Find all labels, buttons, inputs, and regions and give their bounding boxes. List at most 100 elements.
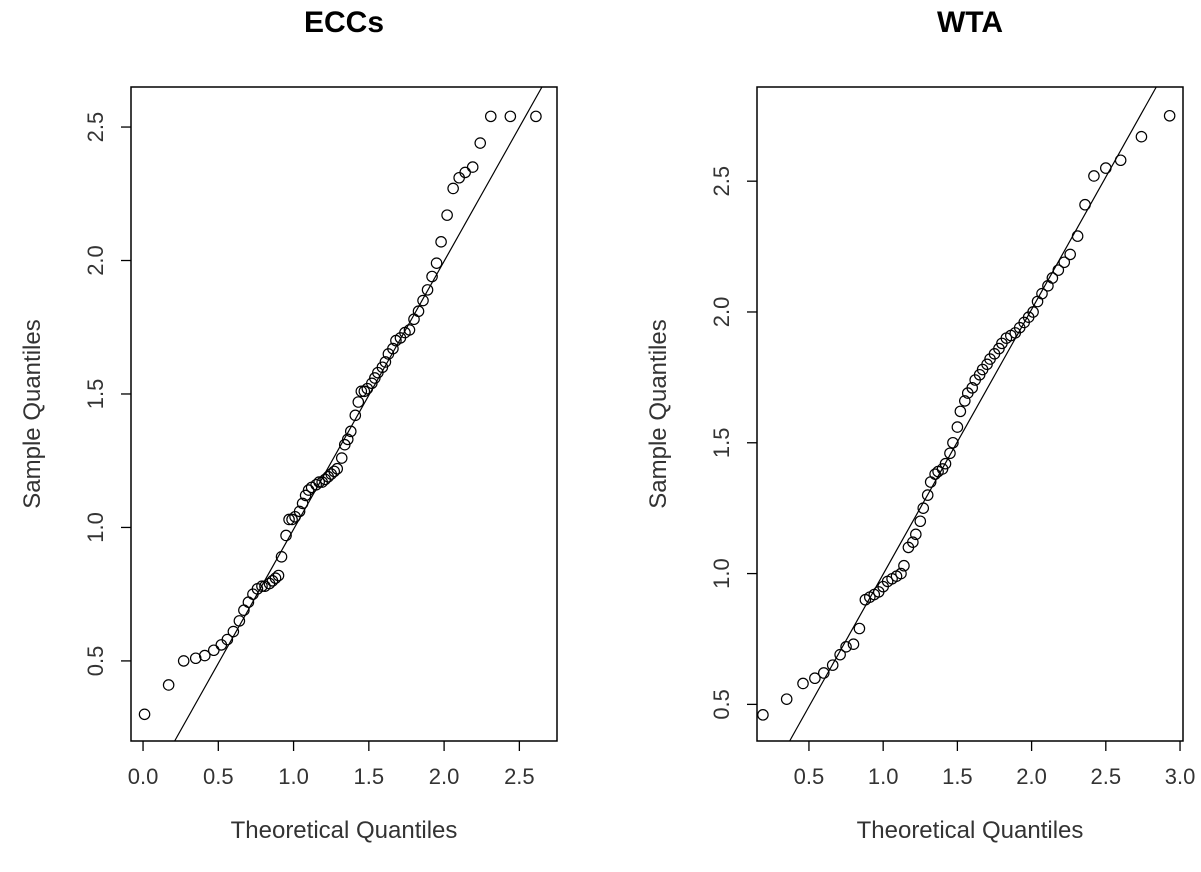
data-point <box>1058 256 1071 269</box>
qq-panel-wta: WTA Theoretical Quantiles Sample Quantil… <box>645 6 1195 844</box>
data-point <box>966 382 979 394</box>
data-point <box>275 551 288 563</box>
x-axis-label: Theoretical Quantiles <box>231 817 458 844</box>
data-points <box>757 109 1176 721</box>
data-point <box>898 559 910 572</box>
y-axis-ticks: 0.5 1.0 1.5 2.0 2.5 <box>709 166 757 720</box>
data-point <box>780 693 793 705</box>
x-tick-label: 1.0 <box>278 764 309 789</box>
data-point <box>917 502 930 514</box>
data-point <box>331 462 344 475</box>
data-point <box>215 639 228 651</box>
data-point <box>1027 306 1039 318</box>
data-point <box>1088 170 1100 182</box>
data-point <box>1079 198 1091 211</box>
data-point <box>322 470 334 483</box>
data-point <box>162 679 175 691</box>
data-point <box>272 569 285 582</box>
data-point <box>757 709 769 721</box>
data-point <box>1052 264 1065 276</box>
data-point <box>1071 230 1084 242</box>
data-point <box>296 497 309 510</box>
data-point <box>227 625 240 638</box>
x-tick-label: 0.0 <box>128 764 159 789</box>
y-tick-label: 1.5 <box>709 427 734 458</box>
reference-line-group <box>789 86 1157 742</box>
x-tick-label: 2.5 <box>1091 764 1122 789</box>
data-point <box>474 137 487 149</box>
data-point <box>358 385 371 398</box>
x-axis-ticks: 0.0 0.5 1.0 1.5 2.0 2.5 <box>128 741 535 789</box>
y-axis-ticks: 0.5 1.0 1.5 2.0 2.5 <box>83 112 131 676</box>
data-point <box>817 667 830 679</box>
data-point <box>426 270 438 283</box>
data-point <box>256 580 268 592</box>
data-point <box>840 641 852 653</box>
data-point <box>198 649 211 662</box>
data-point <box>954 405 967 418</box>
x-axis-label: Theoretical Quantiles <box>857 817 1084 844</box>
data-point <box>826 659 839 671</box>
plot-frame <box>130 86 558 742</box>
data-point <box>177 655 190 667</box>
data-point <box>221 633 234 646</box>
data-point <box>352 396 365 408</box>
data-point <box>403 324 416 336</box>
qq-panel-eccs: ECCs Theoretical Quantiles Sample Quanti… <box>19 6 558 844</box>
data-point <box>907 536 919 548</box>
data-point <box>417 294 429 307</box>
reference-line-group <box>174 86 543 742</box>
y-tick-label: 2.5 <box>709 166 734 197</box>
data-point <box>1046 272 1059 284</box>
chart-title: ECCs <box>304 6 384 39</box>
data-point <box>1114 154 1127 167</box>
data-point <box>466 161 479 173</box>
data-point <box>914 515 927 528</box>
data-point <box>895 567 907 580</box>
data-point <box>349 409 362 422</box>
data-point <box>310 478 322 491</box>
data-points <box>138 110 542 721</box>
data-point <box>459 166 471 179</box>
data-point <box>939 457 952 470</box>
data-point <box>269 572 282 584</box>
data-point <box>233 615 246 627</box>
data-point <box>834 648 846 661</box>
data-point <box>447 182 459 195</box>
y-tick-label: 1.5 <box>83 379 108 410</box>
data-point <box>207 644 220 657</box>
data-point <box>138 708 151 721</box>
data-point <box>293 505 306 518</box>
data-point <box>341 433 354 446</box>
data-point <box>328 465 341 478</box>
data-point <box>266 575 279 587</box>
y-tick-label: 1.0 <box>83 512 108 543</box>
data-point <box>947 436 959 449</box>
chart-title: WTA <box>937 6 1003 39</box>
y-tick-label: 2.0 <box>709 297 734 328</box>
data-point <box>435 236 447 248</box>
x-tick-label: 1.5 <box>942 764 973 789</box>
data-point <box>921 489 934 501</box>
data-point <box>286 513 298 526</box>
x-tick-label: 0.5 <box>794 764 825 789</box>
plot-frame <box>756 86 1184 742</box>
data-point <box>441 209 453 221</box>
data-point <box>530 110 542 123</box>
data-point <box>430 257 443 269</box>
x-tick-label: 0.5 <box>203 764 234 789</box>
data-point <box>283 513 295 526</box>
data-point <box>910 528 922 541</box>
y-tick-label: 0.5 <box>709 689 734 720</box>
data-point <box>355 385 368 398</box>
data-point <box>847 638 860 651</box>
data-point <box>504 110 517 123</box>
x-tick-label: 1.5 <box>354 764 385 789</box>
data-point <box>853 622 866 635</box>
y-tick-label: 2.5 <box>83 112 108 143</box>
x-tick-label: 1.0 <box>868 764 899 789</box>
data-point <box>412 305 425 318</box>
data-point <box>944 447 956 460</box>
data-point <box>1036 287 1048 300</box>
